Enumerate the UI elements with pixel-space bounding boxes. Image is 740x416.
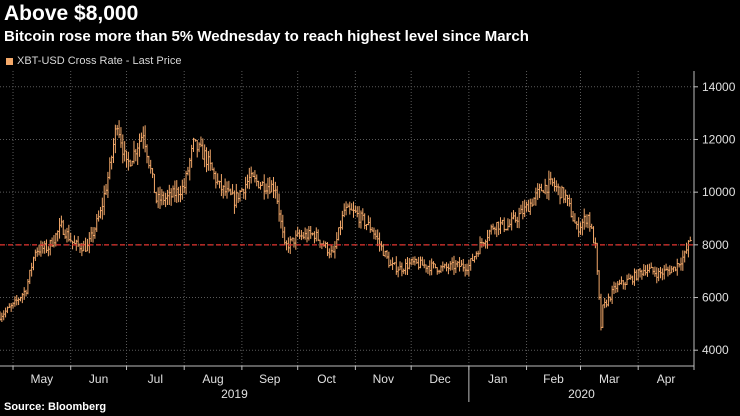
x-tick-label: Apr <box>657 372 676 386</box>
year-label-2019: 2019 <box>221 387 248 401</box>
x-tick-label: Feb <box>543 372 564 386</box>
x-tick-label: Oct <box>317 372 336 386</box>
legend-swatch-icon <box>6 57 13 65</box>
legend-label: XBT-USD Cross Rate - Last Price <box>17 55 182 67</box>
y-tick-label: 12000 <box>702 132 736 146</box>
axes <box>0 71 698 402</box>
x-tick-label: Sep <box>259 372 281 386</box>
y-tick-label: 8000 <box>702 238 729 252</box>
x-tick-label: Jan <box>488 372 507 386</box>
source-note: Source: Bloomberg <box>4 401 107 413</box>
y-tick-label: 6000 <box>702 291 729 305</box>
chart-subtitle: Bitcoin rose more than 5% Wednesday to r… <box>4 28 529 45</box>
y-tick-label: 4000 <box>702 343 729 357</box>
year-label-2020: 2020 <box>568 387 595 401</box>
price-series <box>0 120 692 331</box>
x-tick-label: Jun <box>89 372 108 386</box>
x-tick-label: Nov <box>373 372 394 386</box>
chart-legend: XBT-USD Cross Rate - Last Price <box>6 55 181 67</box>
y-tick-label: 14000 <box>702 80 736 94</box>
chart-title: Above $8,000 <box>4 2 139 25</box>
x-tick-label: Dec <box>429 372 450 386</box>
x-tick-label: Mar <box>599 372 620 386</box>
y-tick-label: 10000 <box>702 185 736 199</box>
x-tick-label: Aug <box>202 372 223 386</box>
x-tick-label: May <box>31 372 54 386</box>
axis-labels: 4000 6000 8000 10000 12000 14000 May Jun Jul Aug S… <box>31 80 736 401</box>
x-tick-label: Jul <box>148 372 163 386</box>
